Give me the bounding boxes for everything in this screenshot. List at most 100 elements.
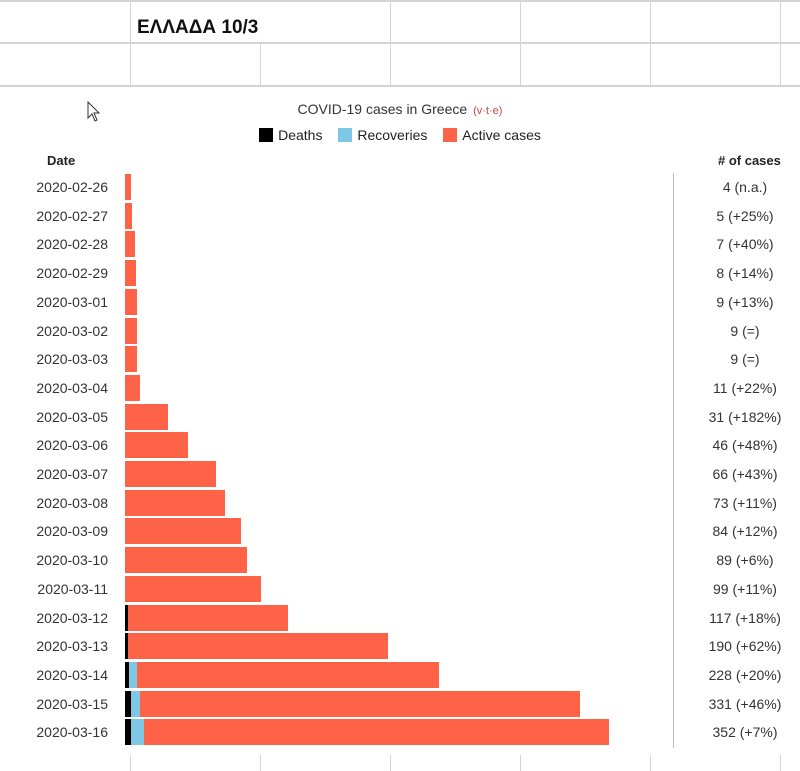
bar-active xyxy=(125,518,241,545)
bar-active xyxy=(125,432,189,459)
case-count-label: 89 (+6%) xyxy=(716,552,774,569)
col-line xyxy=(780,0,781,86)
row-line xyxy=(0,42,800,44)
bar-active xyxy=(125,403,168,430)
bar-active xyxy=(125,260,136,287)
bar-active xyxy=(125,547,248,574)
bar-active xyxy=(140,690,581,717)
chart-image[interactable]: COVID-19 cases in Greece (v·t·e) Deaths R… xyxy=(0,88,800,748)
date-label: 2020-03-16 xyxy=(36,724,108,741)
bar-active xyxy=(125,288,138,315)
case-count-label: 228 (+20%) xyxy=(708,666,782,683)
date-label: 2020-03-11 xyxy=(37,580,108,597)
date-label: 2020-03-09 xyxy=(36,523,108,540)
date-label: 2020-02-29 xyxy=(36,265,108,282)
mouse-cursor-icon xyxy=(87,101,101,122)
bar-deaths xyxy=(125,661,130,688)
bar-recoveries xyxy=(130,719,145,746)
case-count-label: 5 (+25%) xyxy=(716,207,774,224)
bar-deaths xyxy=(125,719,131,746)
case-count-label: 7 (+40%) xyxy=(716,236,774,253)
divider xyxy=(673,173,674,748)
date-label: 2020-02-26 xyxy=(36,179,108,195)
bar-active xyxy=(125,231,135,258)
case-count-label: 8 (+14%) xyxy=(716,265,774,282)
bar-active xyxy=(128,633,388,660)
col-line xyxy=(130,0,131,86)
bar-recoveries xyxy=(130,690,141,717)
col-line xyxy=(780,755,781,771)
chart-title-text: COVID-19 cases in Greece xyxy=(297,101,468,117)
bar-active xyxy=(125,489,226,516)
legend-label: Recoveries xyxy=(357,127,428,143)
case-count-label: 31 (+182%) xyxy=(708,408,782,425)
col-line xyxy=(650,755,651,771)
bar-active xyxy=(125,346,138,373)
bar-active xyxy=(125,202,132,229)
date-label: 2020-03-08 xyxy=(36,494,108,511)
case-count-label: 9 (=) xyxy=(730,351,760,368)
bar-deaths xyxy=(125,633,128,660)
date-label: 2020-03-13 xyxy=(36,638,108,655)
case-count-label: 117 (+18%) xyxy=(709,609,781,626)
bar-active xyxy=(125,317,138,344)
col-line xyxy=(130,755,131,771)
case-count-label: 190 (+62%) xyxy=(708,638,782,655)
row-line xyxy=(0,0,800,2)
date-label: 2020-03-05 xyxy=(36,408,108,425)
cases-header: # of cases xyxy=(718,153,781,168)
date-label: 2020-03-07 xyxy=(36,466,108,482)
vte-links[interactable]: (v·t·e) xyxy=(473,105,503,117)
legend-swatch xyxy=(338,128,353,142)
col-line xyxy=(390,0,391,86)
case-count-label: 9 (+13%) xyxy=(716,293,774,310)
case-count-label: 9 (=) xyxy=(730,322,760,339)
bar-deaths xyxy=(125,690,131,717)
col-line xyxy=(260,43,261,86)
col-line xyxy=(260,755,261,771)
date-label: 2020-03-10 xyxy=(36,552,108,569)
cell-title[interactable]: ΕΛΛΑΔΑ 10/3 xyxy=(137,17,259,38)
legend-swatch xyxy=(443,128,458,142)
date-label: 2020-03-14 xyxy=(36,666,108,683)
legend: Deaths Recoveries Active cases xyxy=(0,127,800,143)
bar-active xyxy=(137,661,439,688)
case-count-label: 66 (+43%) xyxy=(712,466,778,482)
case-count-label: 99 (+11%) xyxy=(713,580,777,597)
legend-recoveries: Recoveries xyxy=(338,127,427,143)
bar-active xyxy=(125,575,262,602)
bar-active xyxy=(125,374,141,401)
date-label: 2020-03-01 xyxy=(36,293,108,310)
legend-active: Active cases xyxy=(443,127,541,143)
col-line xyxy=(520,0,521,86)
case-count-label: 4 (n.a.) xyxy=(722,179,768,195)
col-line xyxy=(520,755,521,771)
bar-active xyxy=(125,174,131,200)
col-line xyxy=(390,755,391,771)
date-label: 2020-03-12 xyxy=(36,609,108,626)
case-count-label: 11 (+22%) xyxy=(713,379,777,396)
date-label: 2020-03-04 xyxy=(36,379,108,396)
date-header: Date xyxy=(47,153,76,168)
bar-active xyxy=(125,461,216,487)
date-label: 2020-03-06 xyxy=(36,437,108,454)
case-count-label: 352 (+7%) xyxy=(712,724,778,741)
case-count-label: 73 (+11%) xyxy=(713,494,777,511)
chart-title: COVID-19 cases in Greece (v·t·e) xyxy=(0,101,800,117)
legend-label: Deaths xyxy=(278,127,323,143)
row-line xyxy=(0,85,800,87)
date-label: 2020-03-03 xyxy=(36,351,108,368)
col-line xyxy=(650,0,651,86)
date-label: 2020-02-27 xyxy=(36,207,108,224)
date-label: 2020-03-02 xyxy=(36,322,108,339)
case-count-label: 84 (+12%) xyxy=(712,523,778,540)
bar-recoveries xyxy=(129,661,138,688)
legend-label: Active cases xyxy=(462,127,541,143)
bar-deaths xyxy=(125,604,128,631)
legend-deaths: Deaths xyxy=(259,127,322,143)
case-count-label: 46 (+48%) xyxy=(712,437,778,454)
bar-active xyxy=(128,604,288,631)
date-label: 2020-03-15 xyxy=(36,695,108,712)
date-label: 2020-02-28 xyxy=(36,236,108,253)
case-count-label: 331 (+46%) xyxy=(708,695,782,712)
